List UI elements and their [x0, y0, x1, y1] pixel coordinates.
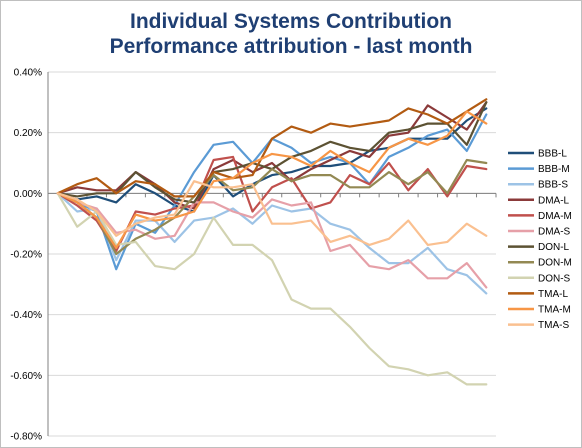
axes [47, 72, 497, 436]
y-tick-label: -0.60% [10, 371, 42, 382]
legend: BBB-L BBB-M BBB-S DMA-L DMA-M DMA-S DON-L DON-M… [508, 149, 572, 331]
y-tick-label: -0.20% [10, 250, 42, 261]
legend-label-tma-m: TMA-M [538, 305, 571, 316]
legend-label-tma-l: TMA-L [538, 289, 568, 300]
legend-label-dma-m: DMA-M [538, 211, 572, 222]
legend-label-dma-s: DMA-S [538, 227, 571, 238]
gridlines [48, 71, 496, 437]
y-tick-label: 0.40% [14, 68, 42, 79]
legend-label-bbb-l: BBB-L [538, 149, 567, 160]
series-line-bbb-s [56, 192, 488, 295]
series-line-tma-l [56, 98, 488, 198]
chart-subtitle: Performance attribution - last month [110, 35, 473, 58]
series-line-don-s [56, 192, 488, 386]
y-axis-tick-labels: 0.40% 0.20% 0.00% -0.20% -0.40% -0.60% -0.80% [10, 68, 42, 443]
plot-series [56, 98, 488, 386]
legend-label-bbb-s: BBB-S [538, 180, 568, 191]
legend-label-don-s: DON-S [538, 273, 571, 284]
legend-label-don-m: DON-M [538, 258, 572, 269]
legend-label-dma-l: DMA-L [538, 195, 570, 206]
legend-label-don-l: DON-L [538, 242, 570, 253]
y-tick-label: -0.80% [10, 432, 42, 443]
y-tick-label: -0.40% [10, 310, 42, 321]
chart-title: Individual Systems Contribution [130, 10, 452, 33]
series-line-tma-s [56, 180, 488, 246]
legend-label-tma-s: TMA-S [538, 320, 569, 331]
series-line-tma-m [56, 110, 488, 249]
legend-label-bbb-m: BBB-M [538, 164, 570, 175]
series-line-dma-s [56, 192, 488, 289]
y-tick-label: 0.20% [14, 128, 42, 139]
series-line-bbb-l [56, 107, 488, 213]
y-tick-label: 0.00% [14, 189, 42, 200]
